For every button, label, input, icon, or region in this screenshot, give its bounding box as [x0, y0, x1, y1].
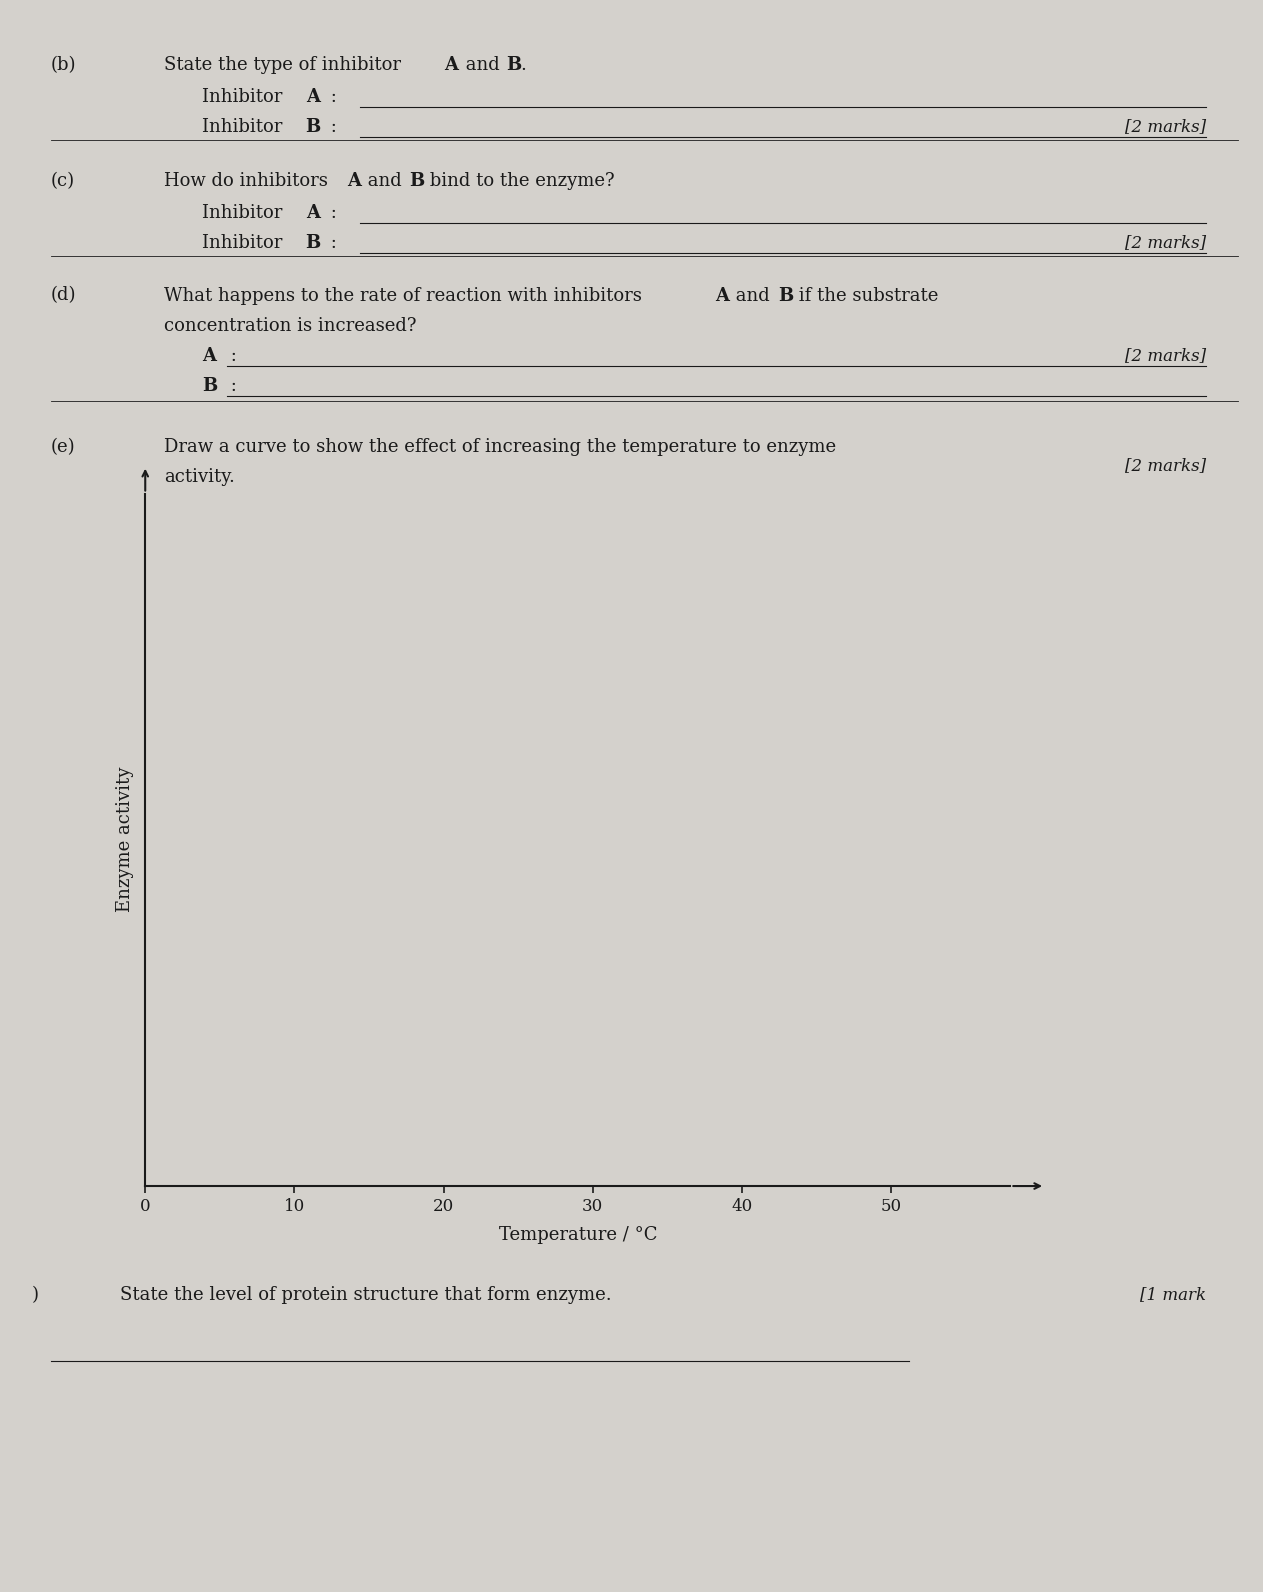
Text: (c): (c)	[51, 172, 75, 189]
Text: A: A	[715, 287, 729, 304]
Text: :: :	[325, 88, 336, 105]
X-axis label: Temperature / °C: Temperature / °C	[499, 1226, 657, 1243]
Text: (d): (d)	[51, 287, 76, 304]
Text: if the substrate: if the substrate	[793, 287, 938, 304]
Text: and: and	[362, 172, 408, 189]
Text: :: :	[225, 377, 236, 395]
Text: activity.: activity.	[164, 468, 235, 486]
Text: :: :	[325, 204, 336, 221]
Text: (e): (e)	[51, 438, 75, 455]
Text: B: B	[778, 287, 793, 304]
Text: State the level of protein structure that form enzyme.: State the level of protein structure tha…	[120, 1286, 611, 1304]
Text: and: and	[460, 56, 505, 73]
Text: Inhibitor: Inhibitor	[202, 204, 288, 221]
Text: [2 marks]: [2 marks]	[1125, 118, 1206, 135]
Text: [2 marks]: [2 marks]	[1125, 347, 1206, 365]
Text: A: A	[445, 56, 458, 73]
Text: What happens to the rate of reaction with inhibitors: What happens to the rate of reaction wit…	[164, 287, 648, 304]
Text: :: :	[325, 118, 336, 135]
Text: A: A	[347, 172, 361, 189]
Text: B: B	[306, 118, 321, 135]
Text: State the type of inhibitor: State the type of inhibitor	[164, 56, 407, 73]
Text: :: :	[225, 347, 236, 365]
Text: B: B	[409, 172, 424, 189]
Text: .: .	[520, 56, 527, 73]
Text: [2 marks]: [2 marks]	[1125, 234, 1206, 252]
Text: Draw a curve to show the effect of increasing the temperature to enzyme: Draw a curve to show the effect of incre…	[164, 438, 836, 455]
Text: A: A	[306, 88, 320, 105]
Text: Inhibitor: Inhibitor	[202, 88, 288, 105]
Text: (b): (b)	[51, 56, 76, 73]
Text: bind to the enzyme?: bind to the enzyme?	[424, 172, 615, 189]
Text: A: A	[306, 204, 320, 221]
Text: B: B	[506, 56, 522, 73]
Text: [2 marks]: [2 marks]	[1125, 457, 1206, 474]
Text: B: B	[202, 377, 217, 395]
Text: Inhibitor: Inhibitor	[202, 118, 288, 135]
Text: Inhibitor: Inhibitor	[202, 234, 288, 252]
Text: and: and	[730, 287, 775, 304]
Text: ): )	[32, 1286, 39, 1304]
Y-axis label: Enzyme activity: Enzyme activity	[116, 767, 134, 912]
Text: How do inhibitors: How do inhibitors	[164, 172, 333, 189]
Text: B: B	[306, 234, 321, 252]
Text: concentration is increased?: concentration is increased?	[164, 317, 417, 334]
Text: A: A	[202, 347, 216, 365]
Text: [1 mark: [1 mark	[1140, 1286, 1206, 1304]
Text: :: :	[325, 234, 336, 252]
